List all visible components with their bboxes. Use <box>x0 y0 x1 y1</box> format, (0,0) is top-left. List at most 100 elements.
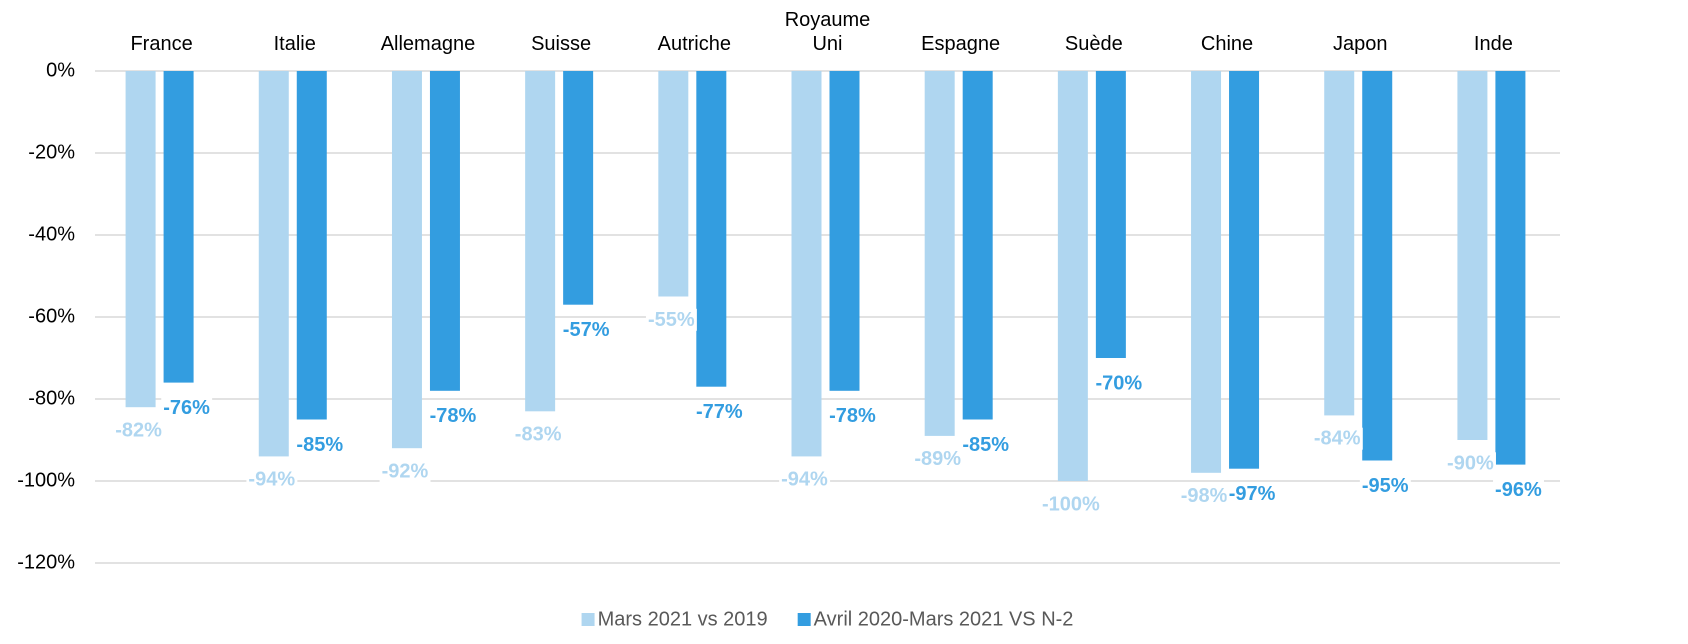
label-bg <box>427 405 479 428</box>
label-bg <box>1493 478 1544 501</box>
category-label: Italie <box>228 0 361 56</box>
value-label: -97% <box>1229 483 1276 505</box>
bar <box>1362 71 1393 461</box>
legend-label: Avril 2020-Mars 2021 VS N-2 <box>814 608 1074 630</box>
value-label: -98% <box>1181 485 1228 507</box>
label-bg <box>1359 474 1411 497</box>
bar <box>1324 71 1355 416</box>
value-label: -89% <box>914 448 961 470</box>
category-label: Japon <box>1294 0 1427 56</box>
bar <box>258 71 289 457</box>
category-label: Chine <box>1160 0 1293 56</box>
bar <box>563 71 594 305</box>
category-text: Suisse <box>531 33 592 55</box>
label-bg <box>960 433 1012 456</box>
label-bg <box>827 405 879 428</box>
value-label: -94% <box>781 469 828 491</box>
value-label: -85% <box>962 434 1009 456</box>
label-bg <box>1226 482 1278 505</box>
bar <box>525 71 556 412</box>
category-text: Autriche <box>657 33 731 55</box>
label-bg <box>1445 452 1496 475</box>
legend-label: Mars 2021 vs 2019 <box>598 608 768 630</box>
category-text: Japon <box>1332 33 1388 55</box>
label-bg <box>379 460 431 483</box>
label-bg <box>1178 485 1230 508</box>
legend-swatch <box>797 613 811 626</box>
label-bg <box>512 423 564 446</box>
category-label: Suède <box>1027 0 1160 56</box>
value-label: -55% <box>648 309 695 331</box>
value-label: -57% <box>563 319 610 341</box>
bar <box>163 71 194 383</box>
bar <box>429 71 460 391</box>
category-label: Espagne <box>894 0 1027 56</box>
category-text: Inde <box>1473 33 1513 55</box>
bar <box>1495 71 1526 465</box>
bar <box>1229 71 1260 469</box>
label-bg <box>560 318 612 341</box>
bar <box>125 71 156 408</box>
category-text: Italie <box>273 33 316 55</box>
y-tick-label: -80% <box>28 387 75 409</box>
y-tick-label: -20% <box>28 141 75 163</box>
category-label: Inde <box>1427 0 1560 56</box>
label-bg <box>1039 493 1102 516</box>
bar <box>696 71 727 387</box>
y-tick-label: -120% <box>17 551 75 573</box>
bar <box>296 71 327 420</box>
label-bg <box>645 308 697 331</box>
label-bg <box>1093 372 1145 395</box>
category-text: Chine <box>1200 33 1254 55</box>
legend-swatch <box>581 613 595 626</box>
value-label: -95% <box>1362 475 1409 497</box>
label-bg <box>693 400 745 423</box>
label-bg <box>113 419 165 442</box>
category-text: France <box>130 33 193 55</box>
value-label: -78% <box>430 405 477 427</box>
bar <box>1057 71 1088 481</box>
value-label: -78% <box>829 405 876 427</box>
category-text: Espagne <box>921 33 1001 55</box>
label-bg <box>779 468 831 491</box>
bar <box>1457 71 1488 440</box>
label-bg <box>1311 427 1363 450</box>
category-label: Royaume Uni <box>761 0 894 56</box>
bar <box>391 71 422 449</box>
label-bg <box>161 396 213 419</box>
value-label: -92% <box>382 460 429 482</box>
category-text: Allemagne <box>380 33 476 55</box>
bar <box>962 71 993 420</box>
value-label: -82% <box>115 419 162 441</box>
bar <box>829 71 860 391</box>
category-label: Autriche <box>628 0 761 56</box>
value-label: -90% <box>1447 452 1494 474</box>
value-label: -70% <box>1096 372 1143 394</box>
y-tick-label: -60% <box>28 305 75 327</box>
value-label: -96% <box>1495 479 1542 501</box>
bar <box>658 71 689 297</box>
y-tick-label: 0% <box>46 59 75 81</box>
value-label: -76% <box>163 397 210 419</box>
value-label: -100% <box>1042 493 1100 515</box>
category-text: Suède <box>1064 33 1123 55</box>
legend: Mars 2021 vs 2019 Avril 2020-Mars 2021 VS… <box>581 608 1074 630</box>
y-tick-label: -40% <box>28 223 75 245</box>
bar <box>1191 71 1222 473</box>
value-label: -77% <box>696 401 743 423</box>
label-bg <box>294 433 346 456</box>
labels: -82%-76% -94% -85% -92% -78% -83% -57% -55% -77%… <box>113 308 1544 516</box>
bar <box>1095 71 1126 358</box>
category-label: Allemagne <box>361 0 494 56</box>
bars <box>125 71 1526 481</box>
label-bg <box>246 468 298 491</box>
bar <box>924 71 955 436</box>
y-tick-label: -100% <box>17 469 75 491</box>
category-text: Royaume Uni <box>784 9 871 55</box>
value-label: -94% <box>248 469 295 491</box>
label-bg <box>912 448 964 471</box>
value-label: -83% <box>515 424 562 446</box>
category-label: Suisse <box>495 0 628 56</box>
